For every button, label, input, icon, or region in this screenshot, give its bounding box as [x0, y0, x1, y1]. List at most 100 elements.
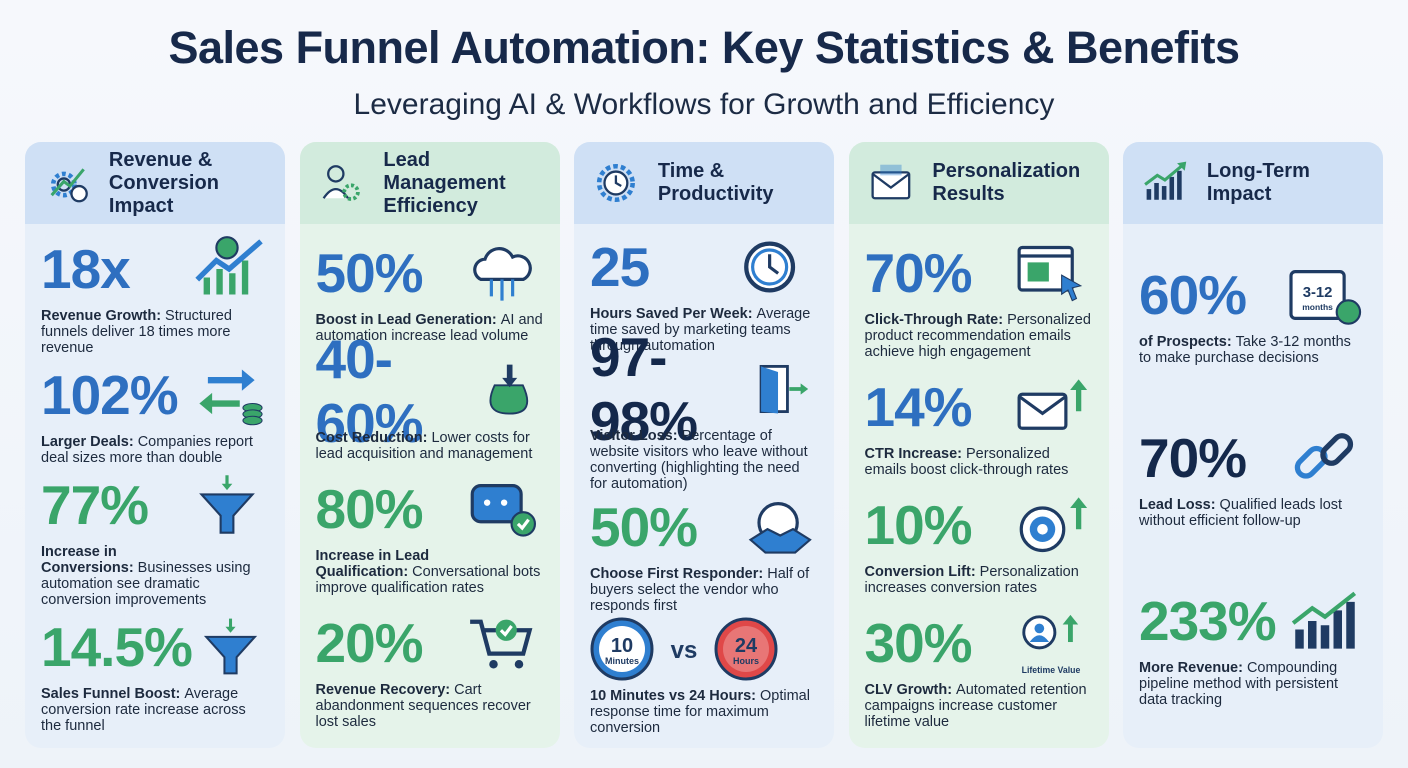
icon — [1019, 497, 1087, 553]
stat-value: 30% — [864, 612, 973, 674]
icon-part — [1291, 591, 1357, 625]
icon-label: 24 — [735, 635, 758, 657]
icon — [596, 163, 635, 203]
column-body: 50% Boost in Lead Generation: AI and autom… — [300, 224, 560, 748]
stat-text: Personalized product recommendation emai… — [864, 312, 1091, 360]
stat-description: Increase in Conversions: Businesses using… — [41, 544, 269, 608]
icon-part — [1029, 635, 1049, 643]
stat-text: AI and automation increase lead volume — [315, 312, 543, 344]
stat: 233% More Revenue: Compounding pipeline me… — [1139, 586, 1367, 708]
icon-part — [225, 626, 236, 633]
icon-part — [502, 377, 518, 388]
icon-part — [751, 248, 789, 286]
stat-description: Conversion Lift: Personalization increase… — [865, 564, 1093, 596]
icon-part — [1177, 170, 1182, 200]
column-header: Revenue & Conversion Impact — [25, 142, 285, 224]
icon — [195, 236, 263, 295]
icon-label: 10 — [611, 635, 633, 657]
column-body: 25 Hours Saved Per Week: Average time save… — [574, 224, 834, 748]
stat-label: Click-Through Rate: — [864, 312, 1004, 328]
icon-part — [1017, 392, 1067, 430]
stat-label: Increase in Lead Qualification: — [315, 548, 430, 580]
stat-description: Choose First Responder: Half of buyers se… — [590, 566, 818, 614]
icon-part — [1060, 274, 1082, 302]
column-title: Long-Term Impact — [1206, 160, 1310, 205]
stat-label: Conversion Lift: — [864, 564, 976, 580]
icon-part — [221, 483, 233, 491]
stat-text: Qualified leads lost without efficient f… — [1139, 496, 1343, 529]
icon — [50, 168, 88, 203]
stat-value: 25 — [590, 236, 650, 298]
icon-part — [1144, 163, 1185, 186]
stat-label: CLV Growth: — [864, 682, 953, 698]
icon-part — [1062, 614, 1078, 625]
icon-part — [714, 617, 778, 681]
stat-description: Sales Funnel Boost: Average conversion ra… — [41, 686, 269, 734]
column: Personalization Results 70% Click-Through … — [848, 142, 1109, 748]
icon-part — [1027, 262, 1049, 282]
icon-part — [1069, 497, 1087, 508]
stat-value: 77% — [41, 474, 149, 536]
icon-label: months — [1302, 302, 1333, 312]
icon — [744, 241, 796, 293]
stat: 25 Hours Saved Per Week: Average time save… — [590, 232, 818, 354]
stat-description: 10 Minutes vs 24 Hours: Optimal response … — [590, 688, 818, 736]
stat-text: Personalized emails boost click-through … — [864, 446, 1069, 478]
icon-part — [1320, 433, 1354, 466]
icon-part — [1169, 176, 1175, 200]
icon-part — [195, 239, 263, 282]
stat-text: Structured funnels deliver 18 times more… — [41, 308, 232, 356]
icon — [322, 165, 360, 201]
icon-part — [1333, 610, 1342, 649]
stat: 40-60% Cost Reduction: Lower costs for lea… — [315, 328, 544, 462]
icon — [1017, 379, 1087, 430]
stat-value: 233% — [1139, 589, 1277, 652]
stat-text: Conversational bots improve qualificatio… — [315, 564, 541, 596]
stat-text: Half of buyers select the vendor who res… — [590, 566, 810, 614]
icon — [472, 247, 532, 301]
stat-text: Companies report deal sizes more than do… — [41, 434, 253, 466]
stat: 20% Revenue Recovery: Cart abandonment seq… — [316, 608, 544, 730]
stat: 70% Lead Loss: Qualified leads lost withou… — [1139, 423, 1367, 529]
icon-part — [215, 236, 239, 260]
icon-part — [870, 171, 910, 200]
icon — [199, 369, 263, 426]
stat-label: Boost in Lead Generation: — [315, 312, 497, 328]
icon — [469, 619, 532, 669]
stat-value: 18x — [41, 238, 131, 300]
stat-description: Revenue Recovery: Cart abandonment sequen… — [316, 682, 544, 730]
column: Time & Productivity 25 Hours Saved Per Wee… — [574, 142, 834, 748]
icon-part — [495, 619, 517, 641]
stat: 30% Lifetime Value CLV Growth: Automated re… — [865, 608, 1093, 730]
stat-label: of Prospects: — [1139, 334, 1232, 351]
stat-label: Increase in Conversions: — [41, 544, 134, 576]
stat-label: Hours Saved Per Week: — [590, 306, 753, 322]
icon-part — [500, 499, 507, 506]
icon-part — [1320, 624, 1330, 649]
icon — [470, 484, 536, 537]
column-body: 18x Revenue Growth: Structured funnels del… — [25, 224, 285, 748]
stat-row: 10% — [865, 490, 1093, 560]
stat-description: Lead Loss: Qualified leads lost without e… — [1139, 497, 1367, 529]
stat-description: CTR Increase: Personalized emails boost c… — [865, 446, 1093, 478]
stat-row: 18x — [41, 234, 269, 304]
stat-label: Sales Funnel Boost: — [41, 686, 181, 702]
stat-text: Personalization increases conversion rat… — [864, 564, 1079, 596]
stat-value: 102% — [41, 364, 179, 426]
icon-part — [199, 392, 213, 415]
stat-text: Lower costs for lead acquisition and man… — [315, 430, 533, 462]
icon-part — [879, 164, 902, 176]
stat-row: 102% — [41, 360, 269, 430]
icon-part — [599, 626, 645, 672]
stat-value: 50% — [590, 496, 698, 558]
icon-part — [488, 660, 498, 669]
icon-part — [761, 366, 779, 414]
column-title: Time & Productivity — [657, 160, 774, 205]
column-title: Lead Management Efficiency — [383, 148, 506, 217]
column-header: Time & Productivity — [574, 142, 834, 224]
stat-row: 233% — [1139, 586, 1367, 656]
stat-value: 40-60% — [315, 328, 424, 454]
stat-description: Larger Deals: Companies report deal sizes… — [41, 434, 269, 466]
